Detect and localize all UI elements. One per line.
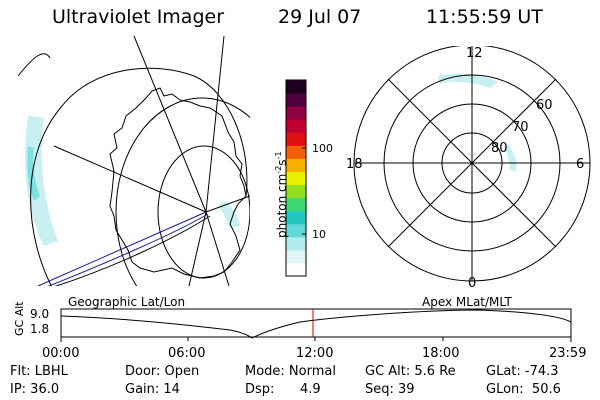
image-time: 11:55:59 UT — [426, 6, 543, 28]
info-seq: Seq: 39 — [365, 382, 415, 397]
colorbar-swatch — [286, 132, 306, 146]
colorbar-swatch — [286, 145, 306, 159]
geographic-map-icon — [17, 36, 250, 286]
colorbar-swatch — [286, 223, 306, 238]
strip-xtick-1: 06:00 — [168, 346, 206, 361]
colorbar-swatch — [286, 184, 306, 199]
colorbar-swatch — [286, 93, 306, 107]
strip-ytick-bottom: 1.8 — [30, 322, 50, 336]
strip-ytick-top: 9.0 — [30, 307, 50, 321]
mlat-label-60: 60 — [536, 98, 553, 113]
strip-xtick-2: 12:00 — [296, 346, 334, 361]
mlat-label-70: 70 — [512, 120, 529, 135]
colorbar-units: photon cm-2s-1 — [274, 151, 289, 238]
colorbar-swatch — [286, 262, 306, 277]
info-ip: IP: 36.0 — [10, 382, 60, 397]
colorbar-swatch — [286, 119, 306, 133]
info-door: Door: Open — [125, 364, 200, 379]
strip-left-title: Geographic Lat/Lon — [68, 295, 186, 309]
info-dsp-value: 4.9 — [300, 382, 321, 397]
strip-xtick-3: 18:00 — [422, 346, 460, 361]
info-gain: Gain: 14 — [125, 382, 180, 397]
info-dsp-label: Dsp: — [245, 382, 275, 397]
colorbar-swatch — [286, 210, 306, 225]
info-gc-alt: GC Alt: 5.6 Re — [365, 364, 456, 379]
polar-dial-icon — [353, 46, 591, 282]
mlt-label-18: 18 — [346, 157, 363, 172]
strip-right-title: Apex MLat/MLT — [422, 295, 512, 309]
colorbar-swatch — [286, 80, 306, 94]
colorbar-swatch — [286, 249, 306, 264]
mlat-label-80: 80 — [491, 141, 508, 156]
info-glat: GLat: -74.3 — [486, 364, 559, 379]
mlt-label-6: 6 — [576, 157, 585, 172]
info-filter: Flt: LBHL — [10, 364, 68, 379]
orbit-trace-icon — [60, 308, 572, 342]
strip-xtick-0: 00:00 — [42, 346, 80, 361]
colorbar-swatch — [286, 171, 306, 186]
mlt-label-12: 12 — [466, 46, 483, 61]
image-date: 29 Jul 07 — [278, 6, 362, 28]
colorbar-swatch — [286, 236, 306, 251]
strip-xtick-4: 23:59 — [549, 346, 587, 361]
mlt-label-0: 0 — [468, 276, 477, 291]
colorbar-swatch — [286, 158, 306, 172]
strip-ylabel: GC Alt — [13, 301, 26, 336]
colorbar-icon — [285, 79, 307, 277]
colorbar-swatch — [286, 197, 306, 212]
colorbar-tick-100: 100 — [312, 142, 333, 155]
colorbar-tick-10: 10 — [312, 228, 326, 241]
page-title: Ultraviolet Imager — [52, 6, 225, 28]
info-mode: Mode: Normal — [245, 364, 336, 379]
info-glon: GLon: 50.6 — [486, 382, 561, 397]
colorbar-swatch — [286, 106, 306, 120]
